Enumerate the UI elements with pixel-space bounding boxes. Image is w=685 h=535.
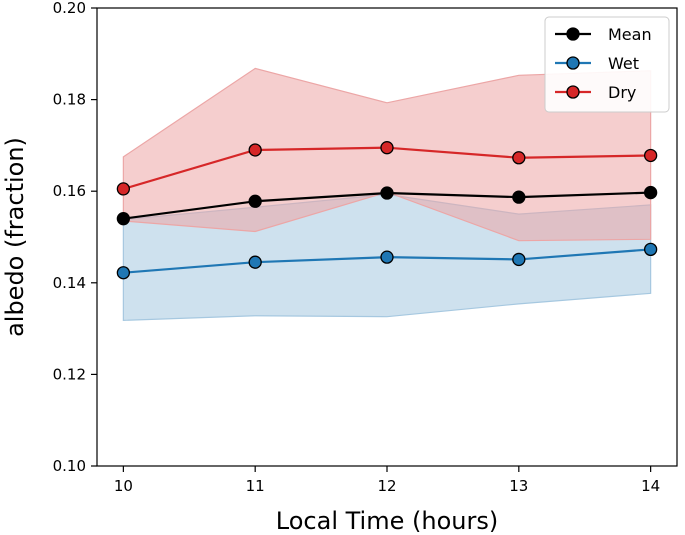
legend-label-wet: Wet bbox=[608, 54, 639, 73]
y-tick-label: 0.20 bbox=[53, 0, 86, 17]
x-tick-label: 14 bbox=[641, 477, 660, 495]
point-dry bbox=[643, 148, 658, 163]
legend-marker bbox=[566, 56, 580, 70]
x-tick-label: 10 bbox=[114, 477, 133, 495]
point-wet bbox=[512, 252, 526, 267]
y-tick-label: 0.12 bbox=[53, 365, 86, 383]
point-wet bbox=[643, 242, 658, 257]
y-tick-label: 0.10 bbox=[53, 457, 86, 475]
legend-label-dry: Dry bbox=[608, 83, 636, 102]
point-mean bbox=[116, 212, 131, 226]
x-tick-label: 12 bbox=[377, 477, 396, 495]
legend-marker bbox=[566, 27, 580, 41]
point-wet bbox=[248, 255, 262, 269]
y-axis-ticks: 0.10 0.12 0.14 0.16 0.18 0.20 bbox=[53, 0, 97, 475]
point-dry bbox=[512, 151, 526, 165]
point-mean bbox=[380, 186, 394, 200]
point-mean bbox=[643, 185, 658, 200]
x-axis-title: Local Time (hours) bbox=[276, 507, 498, 535]
point-dry bbox=[116, 182, 131, 196]
point-mean bbox=[512, 190, 526, 204]
x-axis-ticks: 10 11 12 13 14 bbox=[114, 466, 660, 495]
y-tick-label: 0.14 bbox=[53, 274, 86, 292]
point-dry bbox=[380, 141, 394, 155]
y-axis-title: albedo (fraction) bbox=[1, 137, 29, 337]
x-tick-label: 13 bbox=[509, 477, 528, 495]
point-wet bbox=[116, 266, 131, 280]
legend-marker bbox=[566, 85, 580, 99]
point-mean bbox=[248, 194, 262, 208]
legend: Mean Wet Dry bbox=[544, 16, 670, 113]
y-tick-label: 0.16 bbox=[53, 182, 86, 200]
series-markers bbox=[116, 141, 658, 280]
legend-label-mean: Mean bbox=[608, 25, 652, 44]
y-tick-label: 0.18 bbox=[53, 91, 86, 109]
point-wet bbox=[380, 250, 394, 264]
x-tick-label: 11 bbox=[246, 477, 265, 495]
point-dry bbox=[248, 143, 262, 157]
